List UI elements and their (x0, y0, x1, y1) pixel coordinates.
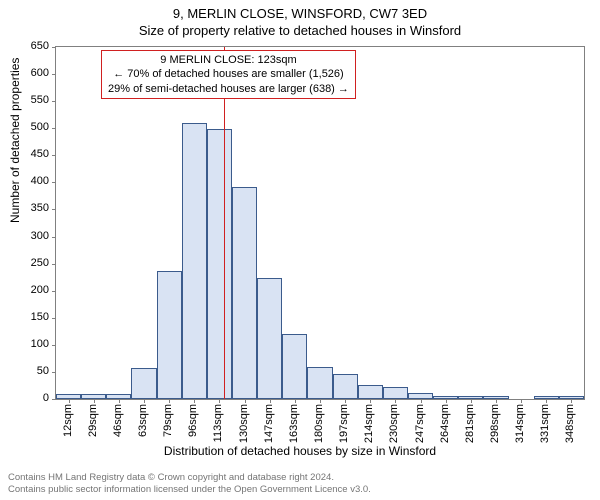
histogram-bar (307, 367, 332, 399)
chart-container: 9 MERLIN CLOSE: 123sqm ← 70% of detached… (55, 46, 585, 400)
y-tick-label: 500 (19, 121, 49, 133)
x-tick-mark (69, 399, 70, 403)
x-tick-mark (245, 399, 246, 403)
x-tick-label: 264sqm (439, 404, 451, 443)
plot-area (55, 46, 585, 400)
y-tick-mark (52, 399, 56, 400)
annotation-line-3: 29% of semi-detached houses are larger (… (108, 82, 349, 96)
x-tick-mark (395, 399, 396, 403)
x-tick-label: 331sqm (539, 404, 551, 443)
x-tick-label: 12sqm (62, 404, 74, 437)
y-tick-label: 400 (19, 175, 49, 187)
histogram-bar (333, 374, 358, 399)
x-tick-mark (421, 399, 422, 403)
x-tick-mark (370, 399, 371, 403)
y-tick-label: 0 (19, 392, 49, 404)
x-tick-mark (194, 399, 195, 403)
y-tick-mark (52, 155, 56, 156)
x-tick-label: 230sqm (388, 404, 400, 443)
x-tick-label: 130sqm (238, 404, 250, 443)
footer: Contains HM Land Registry data © Crown c… (8, 472, 371, 496)
footer-line-2: Contains public sector information licen… (8, 484, 371, 496)
x-tick-mark (546, 399, 547, 403)
x-tick-mark (496, 399, 497, 403)
x-tick-mark (169, 399, 170, 403)
x-tick-label: 46sqm (112, 404, 124, 437)
x-tick-mark (270, 399, 271, 403)
x-tick-label: 96sqm (187, 404, 199, 437)
y-tick-label: 550 (19, 94, 49, 106)
x-tick-mark (521, 399, 522, 403)
page-title: 9, MERLIN CLOSE, WINSFORD, CW7 3ED (0, 0, 600, 21)
y-tick-mark (52, 47, 56, 48)
y-tick-label: 350 (19, 202, 49, 214)
y-tick-label: 650 (19, 40, 49, 52)
histogram-bar (358, 385, 383, 399)
x-tick-mark (471, 399, 472, 403)
x-tick-label: 29sqm (87, 404, 99, 437)
x-tick-label: 281sqm (464, 404, 476, 443)
y-tick-label: 600 (19, 67, 49, 79)
y-tick-mark (52, 291, 56, 292)
x-tick-label: 348sqm (564, 404, 576, 443)
histogram-bar (157, 271, 182, 399)
x-tick-label: 298sqm (489, 404, 501, 443)
y-tick-mark (52, 182, 56, 183)
histogram-bar (182, 123, 207, 399)
x-tick-mark (144, 399, 145, 403)
y-tick-label: 250 (19, 257, 49, 269)
x-axis-label: Distribution of detached houses by size … (0, 444, 600, 458)
x-tick-mark (295, 399, 296, 403)
y-tick-label: 300 (19, 230, 49, 242)
y-tick-mark (52, 345, 56, 346)
x-tick-mark (345, 399, 346, 403)
x-tick-mark (320, 399, 321, 403)
y-tick-mark (52, 372, 56, 373)
y-tick-label: 50 (19, 365, 49, 377)
annotation-box: 9 MERLIN CLOSE: 123sqm ← 70% of detached… (101, 50, 356, 99)
x-tick-mark (571, 399, 572, 403)
marker-line (224, 47, 225, 399)
histogram-bar (207, 129, 232, 399)
x-tick-label: 113sqm (212, 404, 224, 442)
y-axis-label: Number of detached properties (8, 58, 22, 223)
histogram-bar (383, 387, 408, 399)
y-tick-mark (52, 101, 56, 102)
histogram-bar (257, 278, 282, 399)
y-tick-label: 150 (19, 311, 49, 323)
x-tick-label: 79sqm (162, 404, 174, 437)
x-tick-label: 163sqm (288, 404, 300, 443)
x-tick-mark (119, 399, 120, 403)
y-tick-label: 200 (19, 284, 49, 296)
y-tick-label: 450 (19, 148, 49, 160)
x-tick-label: 63sqm (137, 404, 149, 437)
x-tick-label: 180sqm (313, 404, 325, 443)
histogram-bar (282, 334, 307, 399)
x-tick-label: 147sqm (263, 404, 275, 443)
y-tick-mark (52, 318, 56, 319)
histogram-bar (131, 368, 156, 399)
footer-line-1: Contains HM Land Registry data © Crown c… (8, 472, 371, 484)
y-tick-mark (52, 209, 56, 210)
y-tick-mark (52, 74, 56, 75)
y-tick-mark (52, 128, 56, 129)
x-tick-label: 247sqm (414, 404, 426, 443)
x-tick-label: 314sqm (514, 404, 526, 443)
x-tick-label: 214sqm (363, 404, 375, 443)
histogram-bar (232, 187, 257, 399)
y-tick-mark (52, 264, 56, 265)
y-tick-label: 100 (19, 338, 49, 350)
x-tick-mark (94, 399, 95, 403)
annotation-line-1: 9 MERLIN CLOSE: 123sqm (108, 53, 349, 67)
x-tick-label: 197sqm (338, 404, 350, 443)
annotation-line-2: ← 70% of detached houses are smaller (1,… (108, 67, 349, 81)
x-tick-mark (219, 399, 220, 403)
page-subtitle: Size of property relative to detached ho… (0, 21, 600, 38)
x-tick-mark (446, 399, 447, 403)
y-tick-mark (52, 237, 56, 238)
